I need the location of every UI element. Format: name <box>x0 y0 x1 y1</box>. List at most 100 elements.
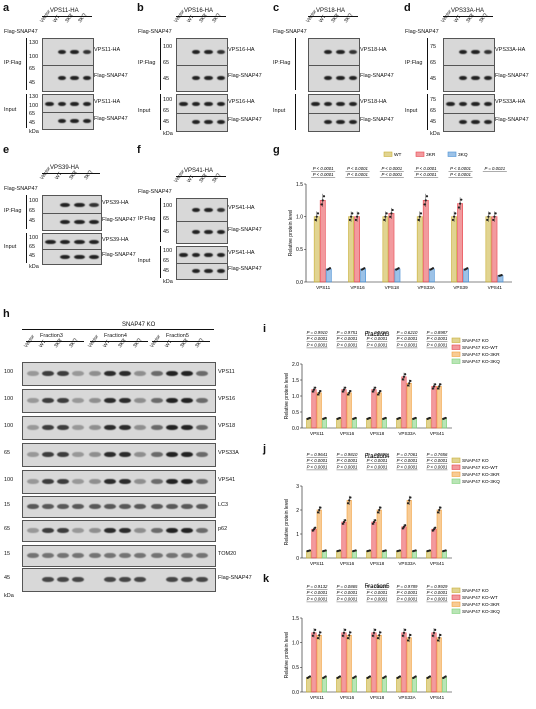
x-tick-label: VPS33A <box>398 431 416 436</box>
panel-letter-f: f <box>137 144 141 156</box>
panel-h-band <box>181 504 193 509</box>
panel-h-band <box>89 553 101 558</box>
data-point <box>312 388 316 391</box>
panel_a-band <box>70 76 79 80</box>
legend-label: 3KR <box>426 152 436 158</box>
legend-label: SNAP47 KO-WT <box>462 345 498 351</box>
panel_d-flag-row: Flag-SNAP47 <box>405 29 439 35</box>
data-point <box>401 378 404 381</box>
data-point <box>338 549 342 552</box>
panel-h-band <box>119 528 131 533</box>
panel_b-mw-label: 65 <box>163 108 170 114</box>
data-point <box>368 675 372 678</box>
data-point <box>439 506 442 509</box>
bar <box>371 632 377 693</box>
panel-letter-b: b <box>137 2 144 14</box>
panel_f-band <box>191 253 200 257</box>
legend-label: SNAP47 KO <box>462 458 489 464</box>
panel_d-band-label: VPS33A-HA <box>495 99 526 105</box>
data-point <box>493 215 496 218</box>
y-tick-label: 0 <box>296 556 299 562</box>
chart-k: 0.0 0.5 1.0 1.5 Relative protein level Fracti… <box>284 584 500 700</box>
panel_d-band <box>458 120 467 124</box>
data-point <box>316 393 320 396</box>
p-value-label: P = 0.9641 <box>307 452 328 457</box>
panel_b-header-line <box>176 16 226 17</box>
data-point <box>316 511 320 514</box>
p-value-label: P < 0.0001 <box>337 458 358 463</box>
y-tick-label: 0.5 <box>292 665 299 671</box>
panel-h-band <box>27 398 39 403</box>
data-point <box>319 506 322 509</box>
data-point <box>354 549 357 552</box>
panel_c-band-label: Flag-SNAP47 <box>360 73 394 79</box>
p-value-label: P = 0.7656 <box>427 452 448 457</box>
panel-h-band <box>42 398 54 403</box>
panel-h-band <box>134 452 146 457</box>
panel_a-band-label: Flag-SNAP47 <box>94 73 128 79</box>
panel_d-input-divider <box>444 113 494 114</box>
legend-label: WT <box>394 152 402 158</box>
panel_a-band-label: VPS11-HA <box>94 98 121 105</box>
bar <box>311 389 317 429</box>
panel_b-band-label: Flag-SNAP47 <box>228 117 262 123</box>
p-value-label: P < 0.0001 <box>416 166 437 171</box>
data-point <box>453 215 456 218</box>
panel_f-mw-label: 100 <box>163 202 173 209</box>
panel_f-bracket <box>160 246 161 278</box>
data-point <box>315 215 318 218</box>
panel_f-mw-label: 45 <box>163 267 170 274</box>
panel_d-band <box>471 120 480 124</box>
panel-h-row-blot <box>22 470 216 494</box>
data-point <box>372 388 376 391</box>
data-point <box>389 215 392 218</box>
p-value-label: P < 0.0001 <box>337 590 358 595</box>
panel_e-ip-divider <box>43 213 101 214</box>
panel-h-band <box>72 425 84 430</box>
panel-h-band <box>166 504 178 509</box>
panel_f-band-label: Flag-SNAP47 <box>228 266 262 272</box>
data-point <box>356 215 359 218</box>
panel-h-band <box>42 504 54 509</box>
panel_d-band <box>471 50 480 54</box>
panel_f-band <box>191 230 200 234</box>
p-value-label: P = 0.9810 <box>337 452 358 457</box>
panel-h-group: Fraction3 <box>40 333 63 339</box>
p-value-label: P < 0.0001 <box>397 590 418 595</box>
panel-h-mw-label: 100 <box>4 369 14 375</box>
data-point <box>328 267 332 270</box>
panel-h-band <box>57 479 69 484</box>
panel_f-band <box>191 208 200 212</box>
panel_e-mw-label: 45 <box>29 253 36 259</box>
y-axis-label: Relative protein level <box>284 499 290 545</box>
data-point <box>354 416 357 420</box>
panel-h-band <box>57 371 69 376</box>
panel-h-band <box>119 504 131 509</box>
panel-h-band <box>72 528 84 533</box>
panel_b-band <box>216 120 225 124</box>
panel_b-kda: kDa <box>163 131 173 137</box>
legend-label: SNAP47 KO-3KR <box>462 602 500 608</box>
bar <box>313 216 320 283</box>
data-point <box>346 502 350 505</box>
panel_a-ip-blot <box>42 38 94 92</box>
panel-h-band <box>166 425 178 430</box>
legend-label: SNAP47 KO <box>462 338 489 344</box>
x-tick-label: VPS18 <box>370 695 385 700</box>
panel_b-band <box>204 102 213 106</box>
data-point <box>349 389 352 393</box>
panel_e-band <box>74 254 85 259</box>
panel-h-band <box>57 528 69 533</box>
panel-h-band <box>119 398 131 403</box>
panel-h-band <box>119 479 131 484</box>
panel_f-input-divider <box>177 263 227 264</box>
data-point <box>348 391 351 394</box>
panel-h-band <box>27 479 39 484</box>
panel-h-band <box>57 425 69 430</box>
data-point <box>314 628 317 631</box>
x-tick-label: VPS41 <box>430 695 445 700</box>
data-point <box>368 416 372 420</box>
panel_f-band <box>204 208 213 212</box>
data-point <box>424 199 427 202</box>
bar <box>371 389 377 429</box>
